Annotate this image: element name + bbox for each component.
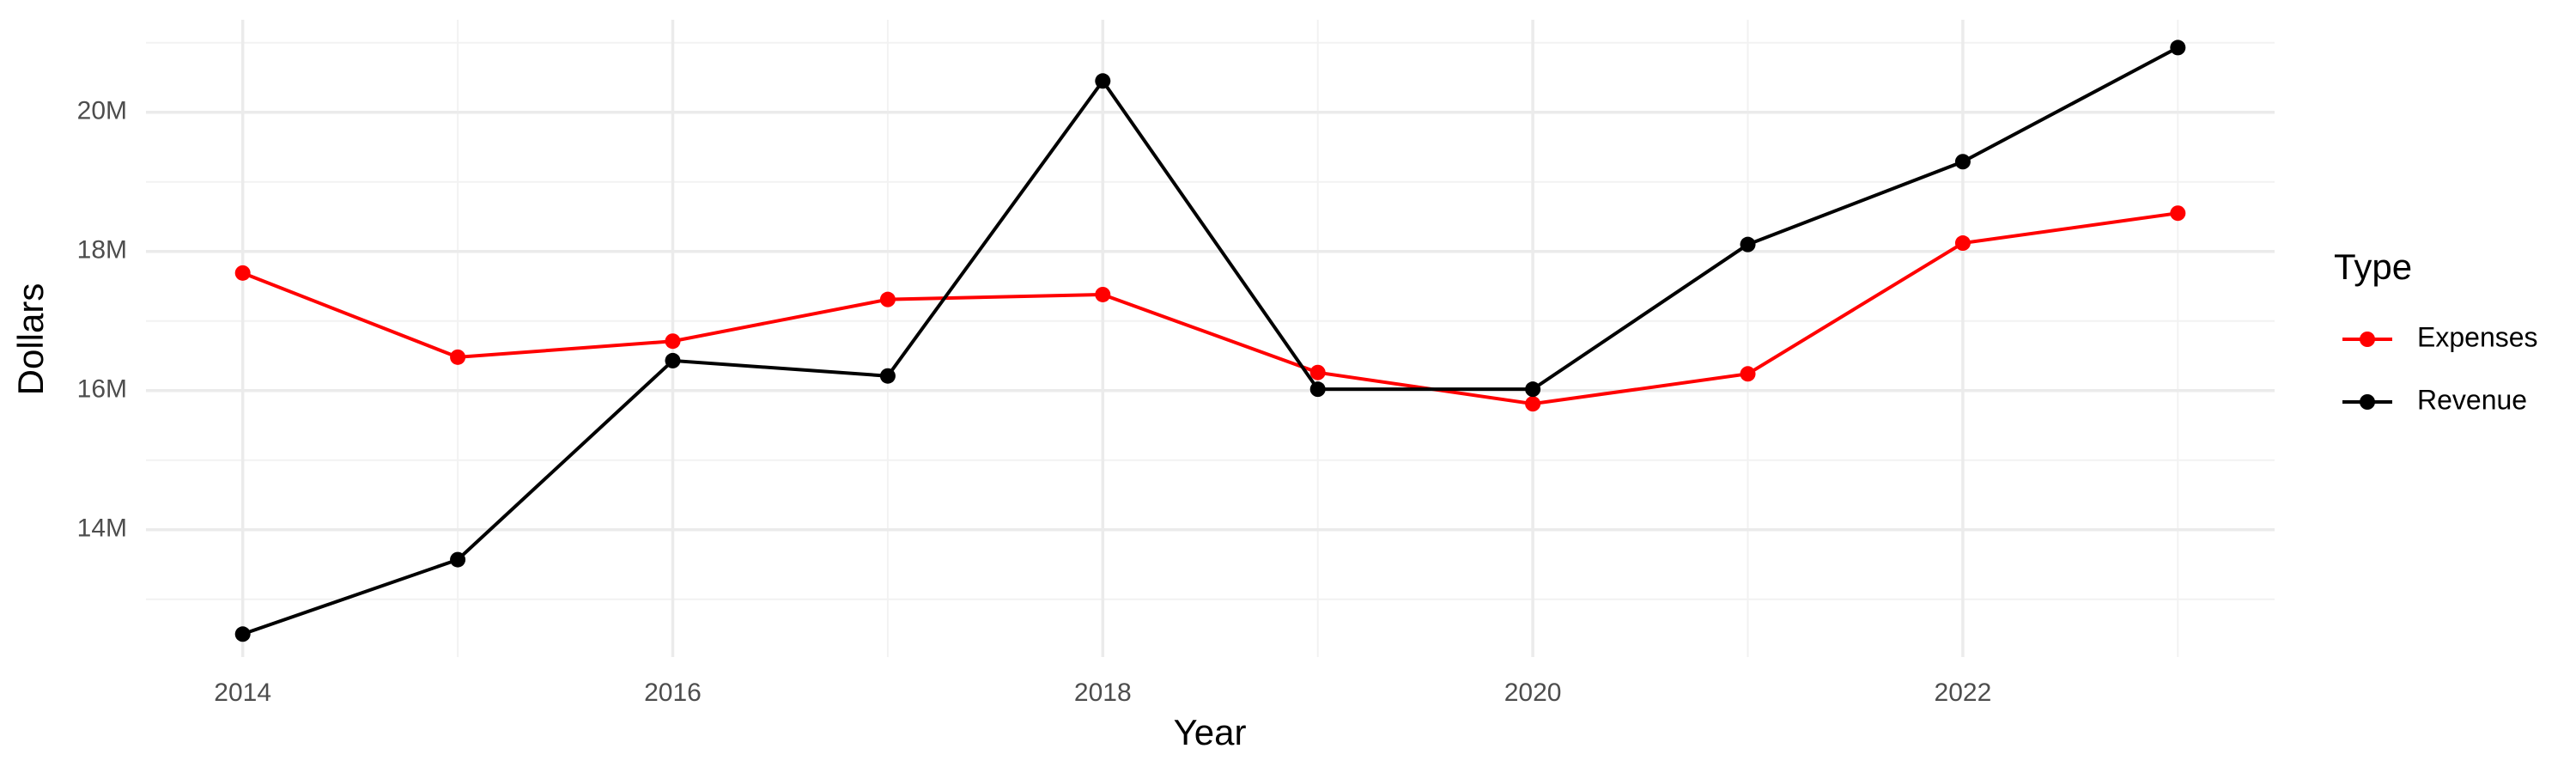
data-point	[1525, 396, 1541, 412]
data-point	[234, 265, 251, 281]
series-line	[242, 46, 2179, 636]
data-point	[2170, 40, 2186, 56]
x-tick-label: 2022	[1935, 679, 1992, 707]
data-point	[1525, 381, 1541, 398]
legend-label: Revenue	[2417, 384, 2527, 415]
data-point	[234, 626, 251, 642]
data-point	[1095, 286, 1111, 302]
data-point	[450, 551, 466, 568]
data-point	[665, 333, 681, 350]
data-point	[879, 368, 896, 384]
data-point	[450, 349, 466, 365]
legend-title: Type	[2334, 247, 2412, 287]
data-point	[2170, 205, 2186, 222]
x-axis-title: Year	[1174, 712, 1247, 752]
y-tick-label: 14M	[77, 514, 127, 543]
x-tick-label: 2018	[1074, 679, 1132, 707]
legend-label: Expenses	[2417, 321, 2538, 352]
y-tick-label: 18M	[77, 236, 127, 265]
x-tick-label: 2014	[214, 679, 271, 707]
data-point	[1954, 235, 1971, 252]
data-point	[665, 352, 681, 368]
y-tick-label: 16M	[77, 375, 127, 404]
data-point	[1954, 154, 1971, 170]
x-tick-label: 2016	[644, 679, 702, 707]
data-point	[1095, 73, 1111, 89]
data-point	[1740, 236, 1756, 253]
y-axis-title: Dollars	[10, 283, 51, 396]
data-point	[879, 291, 896, 307]
data-point	[1740, 366, 1756, 382]
data-point	[1309, 364, 1326, 380]
y-tick-label: 20M	[77, 97, 127, 125]
series-line	[241, 211, 2178, 406]
legend-marker	[2360, 394, 2375, 410]
x-tick-label: 2020	[1504, 679, 1562, 707]
legend-marker	[2360, 332, 2375, 347]
data-point	[1309, 381, 1326, 398]
